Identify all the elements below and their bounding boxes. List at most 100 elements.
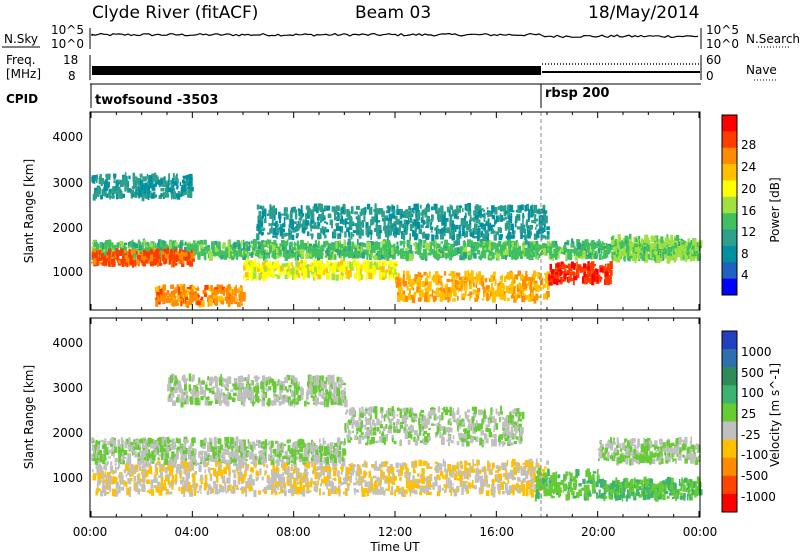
power-cells-cell-2973 [398, 295, 402, 301]
power-cells-cell-4418 [690, 242, 692, 246]
power-cells-cell-1715 [114, 256, 119, 260]
power-cells-cell-943 [279, 243, 282, 249]
power-cells-cell-4409 [630, 254, 632, 257]
power-cells-cell-1438 [212, 251, 217, 257]
power-cells-cell-3823 [364, 206, 367, 214]
power-cells-cell-504 [546, 240, 550, 245]
power-cells-cell-3839 [431, 206, 435, 211]
power-cells-cell-2894 [400, 277, 403, 282]
power-cells-cell-2726 [514, 274, 518, 280]
power-cells-cell-1352 [468, 254, 472, 258]
power-cells-cell-1770 [171, 257, 175, 260]
power-cells-cell-2673 [445, 283, 448, 291]
power-cells-cell-1638 [258, 243, 261, 246]
power-cells-cell-2606 [295, 259, 299, 267]
power-cells-cell-936 [536, 247, 539, 255]
power-cells-cell-2468 [392, 268, 397, 272]
power-cells-cell-1977 [217, 296, 221, 303]
power-cells-cell-1657 [261, 243, 264, 246]
power-cells-cell-1482 [569, 250, 573, 257]
power-cells-cell-1415 [146, 241, 150, 246]
power-cells-cell-3895 [512, 229, 514, 235]
power-cells-cell-3613 [275, 229, 277, 238]
power-cells-cell-3886 [391, 205, 395, 211]
power-cells-cell-2615 [250, 262, 253, 265]
power-cells-cell-4145 [347, 213, 349, 220]
power-cells-cell-3940 [409, 220, 413, 223]
power-cells-cell-4526 [663, 248, 667, 255]
power-cells-cell-2059 [221, 286, 226, 291]
power-cells-cell-1552 [487, 249, 490, 253]
power-cells-cell-4255 [375, 214, 378, 223]
power-cells-cell-1385 [340, 250, 344, 256]
power-cells-cell-2587 [262, 273, 266, 281]
power-cells-cell-2194 [180, 301, 183, 307]
power-cells-cell-1602 [660, 252, 665, 260]
power-cells-cell-4182 [388, 224, 390, 229]
power-cells-cell-4389 [651, 250, 654, 257]
power-cells-cell-3834 [272, 208, 276, 215]
velocity-cells-cell-263 [273, 468, 276, 475]
power-cells-cell-3133 [583, 264, 586, 268]
power-cells-cell-2675 [509, 284, 513, 288]
power-cells-cell-798 [587, 242, 591, 246]
power-cells-cell-1195 [527, 242, 531, 248]
power-cells-cell-3091 [562, 279, 566, 282]
power-cells-cell-4155 [423, 209, 427, 215]
power-cells-cell-3596 [502, 217, 505, 221]
power-cells-cell-2489 [243, 262, 247, 266]
power-cells-cell-3275 [101, 193, 106, 197]
power-cells-cell-326 [432, 253, 435, 257]
velocity-cells-cell-182 [187, 466, 190, 474]
power-cells-cell-3394 [162, 179, 166, 187]
power-cells-cell-4483 [692, 243, 695, 252]
power-cells-cell-1730 [180, 260, 185, 264]
velocity-cells-cell-32 [100, 490, 104, 497]
power-cells-cell-4500 [642, 254, 645, 260]
power-cells-cell-3012 [531, 292, 534, 300]
power-cells-cell-3478 [147, 185, 151, 192]
power-cells-cell-4299 [408, 205, 411, 210]
power-cells-cell-1009 [381, 240, 386, 247]
power-cells-cell-1299 [604, 255, 606, 258]
power-cells-cell-4504 [692, 239, 695, 246]
freq-right-tick-top: 60 [706, 53, 721, 67]
power-cbar-label-4: 4 [741, 268, 749, 282]
power-cells-cell-2012 [186, 300, 190, 309]
power-cells-cell-895 [221, 251, 223, 255]
power-cells-cell-2720 [501, 296, 505, 299]
power-cells-cell-3946 [272, 235, 276, 238]
power-cells-cell-2868 [503, 285, 506, 290]
power-cells-cell-4232 [401, 214, 405, 218]
power-cells-cell-2955 [470, 270, 474, 277]
power-cells-cell-2287 [260, 271, 263, 279]
power-cells-cell-2140 [211, 292, 215, 299]
power-cells-cell-2966 [489, 290, 492, 297]
power-cells-cell-4203 [427, 234, 431, 237]
power-cells-cell-3745 [300, 205, 303, 213]
power-cells-cell-3471 [147, 194, 150, 200]
power-cells-cell-2424 [347, 261, 351, 266]
power-cells-cell-2830 [481, 275, 485, 281]
power-cells-cell-3641 [268, 223, 271, 227]
power-cells-cell-2553 [261, 262, 266, 270]
power-cells-cell-3167 [573, 264, 576, 270]
power-cells-cell-3720 [370, 218, 373, 226]
power-cells-cell-3421 [176, 181, 179, 190]
velocity-cells-cell-324 [278, 480, 282, 485]
power-cells-cell-3896 [324, 221, 327, 224]
power-cells-cell-2583 [298, 275, 300, 278]
power-cells-cell-4381 [697, 250, 701, 254]
velocity-cells-cell-202 [546, 484, 549, 491]
power-cells-cell-4016 [293, 209, 298, 213]
velocity-cells-cell-192 [207, 484, 211, 491]
power-cells-cell-2596 [330, 265, 334, 271]
noise-right-tick-top: 10^5 [706, 23, 739, 37]
power-cells-cell-2622 [314, 261, 318, 267]
power-cells-cell-4280 [482, 233, 486, 241]
power-cells-cell-4157 [480, 210, 482, 219]
power-cells-cell-4178 [369, 229, 372, 233]
power-cells-cell-760 [384, 242, 388, 248]
power-cells-cell-4198 [403, 227, 406, 233]
power-cells-cell-4548 [660, 244, 663, 249]
